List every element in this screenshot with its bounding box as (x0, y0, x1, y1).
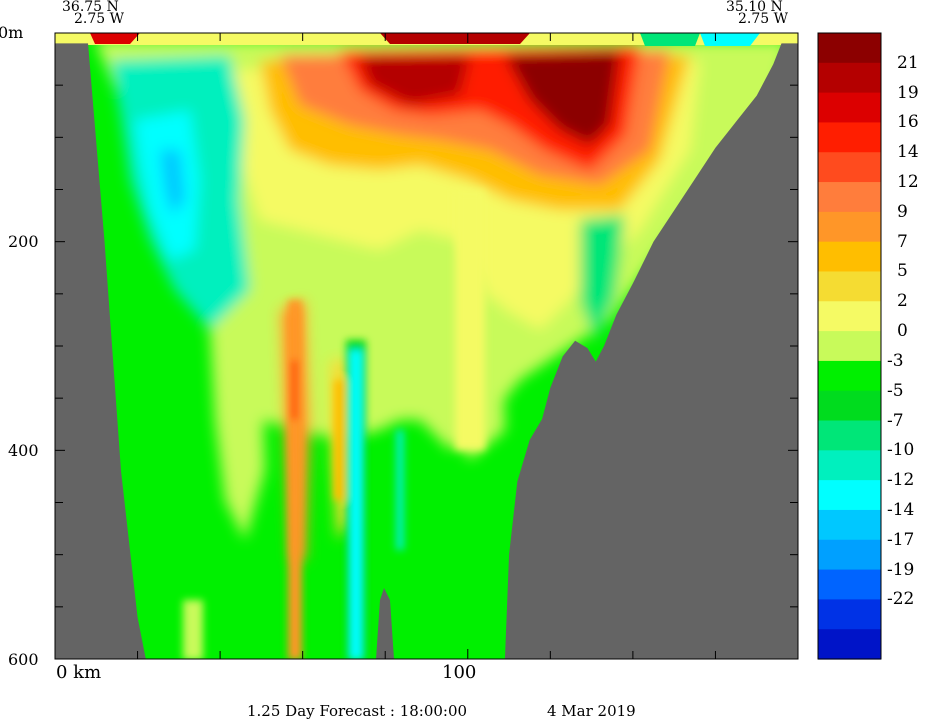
colorbar-swatch (818, 331, 881, 362)
colorbar-label: -17 (887, 529, 915, 550)
colorbar-swatch (818, 390, 881, 422)
colorbar-label: 7 (897, 231, 908, 252)
left-corner-lat: 36.75 N (62, 0, 119, 15)
colorbar-swatch (818, 360, 881, 392)
bathymetry (376, 588, 394, 659)
colorbar-swatch (818, 182, 881, 213)
temperature-field (55, 33, 798, 659)
colorbar-swatch (818, 301, 881, 332)
y-tick-label-0: 0m (0, 23, 24, 42)
colorbar-label: 16 (897, 112, 919, 133)
colorbar-label: 14 (897, 142, 919, 163)
x-tick-label-0: 0 km (56, 662, 102, 683)
colorbar-swatch (818, 211, 881, 243)
colorbar-swatch (818, 450, 881, 481)
colorbar (817, 32, 882, 660)
colorbar-label: -7 (887, 410, 904, 431)
colorbar-label: 19 (897, 82, 919, 103)
colorbar-label: 0 (897, 321, 908, 342)
colorbar-swatch (818, 122, 881, 153)
field-region (350, 350, 362, 659)
colorbar-swatch (818, 33, 881, 64)
colorbar-frame (817, 32, 882, 660)
colorbar-swatch (818, 62, 881, 94)
colorbar-swatch (818, 271, 881, 302)
colorbar-label: -14 (887, 499, 915, 520)
colorbar-swatch (818, 509, 881, 541)
colorbar-swatch (818, 92, 881, 124)
colorbar-label: 21 (897, 52, 919, 73)
colorbar-swatch (818, 599, 881, 630)
left-corner-lon: 2.75 W (74, 11, 125, 27)
field-region (505, 50, 620, 145)
colorbar-label: -19 (887, 559, 915, 580)
colorbar-label: 2 (897, 291, 908, 312)
field-region (160, 150, 185, 215)
field-region (90, 33, 140, 44)
field-region (360, 55, 470, 105)
forecast-date: 4 Mar 2019 (547, 702, 636, 720)
right-corner-lat: 35.10 N (726, 0, 783, 15)
colorbar-swatch (818, 629, 881, 660)
colorbar-swatch (818, 539, 881, 571)
colorbar-label: -5 (887, 380, 904, 401)
axis-ticks (55, 33, 798, 659)
field-region (288, 300, 302, 659)
colorbar-label: -10 (887, 440, 915, 461)
bathymetry (55, 43, 798, 659)
colorbar-label: -3 (887, 350, 904, 371)
y-tick-label-200: 200 (8, 232, 39, 251)
field-region (292, 360, 297, 420)
field-region (210, 330, 265, 540)
colorbar-label: 5 (897, 261, 908, 282)
y-tick-label-600: 600 (8, 650, 39, 669)
colorbar-swatch (818, 569, 881, 600)
field-region (396, 430, 404, 550)
x-tick-label-100: 100 (442, 662, 477, 683)
colorbar-swatch (818, 152, 881, 183)
field-region (455, 190, 485, 450)
colorbar-swatch (818, 241, 881, 273)
colorbar-label: -22 (887, 589, 915, 610)
field-region (380, 33, 530, 44)
field-region (183, 600, 203, 659)
field-region (640, 33, 700, 46)
forecast-label: 1.25 Day Forecast : 18:00:00 (247, 702, 468, 720)
right-corner-lon: 2.75 W (738, 11, 789, 27)
colorbar-swatch (818, 420, 881, 451)
colorbar-label: -12 (887, 470, 915, 491)
colorbar-swatch (818, 480, 881, 511)
colorbar-label: 9 (897, 201, 908, 222)
field-region (334, 380, 344, 500)
y-tick-label-400: 400 (8, 441, 39, 460)
colorbar-label: 12 (897, 172, 919, 193)
field-region (580, 215, 625, 340)
field-region (700, 33, 760, 46)
